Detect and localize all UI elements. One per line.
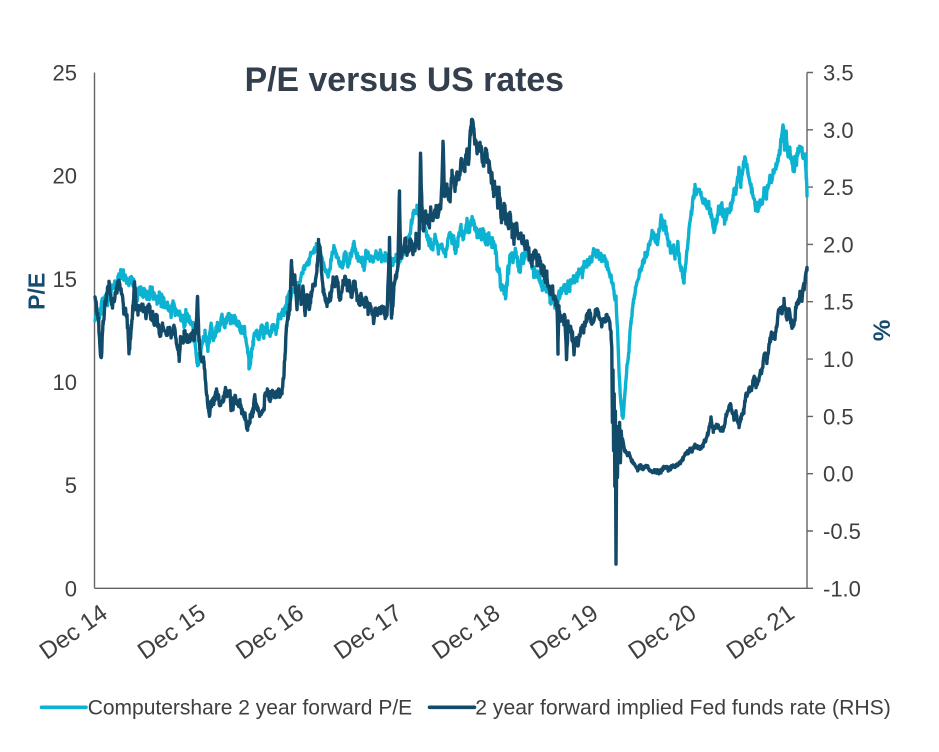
svg-text:20: 20 [53,164,77,189]
svg-text:15: 15 [53,267,77,292]
svg-text:%: % [869,320,896,342]
svg-text:0.0: 0.0 [823,462,854,487]
svg-text:2.5: 2.5 [823,175,854,200]
svg-text:2.0: 2.0 [823,232,854,257]
svg-text:25: 25 [53,61,77,86]
svg-text:P/E versus US rates: P/E versus US rates [245,61,564,99]
svg-text:2 year forward implied Fed fun: 2 year forward implied Fed funds rate (R… [475,697,891,720]
svg-text:-0.5: -0.5 [823,519,861,544]
svg-text:5: 5 [65,473,77,498]
svg-text:3.0: 3.0 [823,118,854,143]
svg-text:Computershare 2 year forward P: Computershare 2 year forward P/E [88,697,412,720]
svg-text:10: 10 [53,370,77,395]
svg-text:1.0: 1.0 [823,347,854,372]
svg-text:0.5: 0.5 [823,404,854,429]
svg-text:P/E: P/E [23,273,49,310]
svg-text:3.5: 3.5 [823,61,854,86]
svg-text:0: 0 [65,576,77,601]
svg-text:-1.0: -1.0 [823,576,861,601]
svg-text:1.5: 1.5 [823,290,854,315]
